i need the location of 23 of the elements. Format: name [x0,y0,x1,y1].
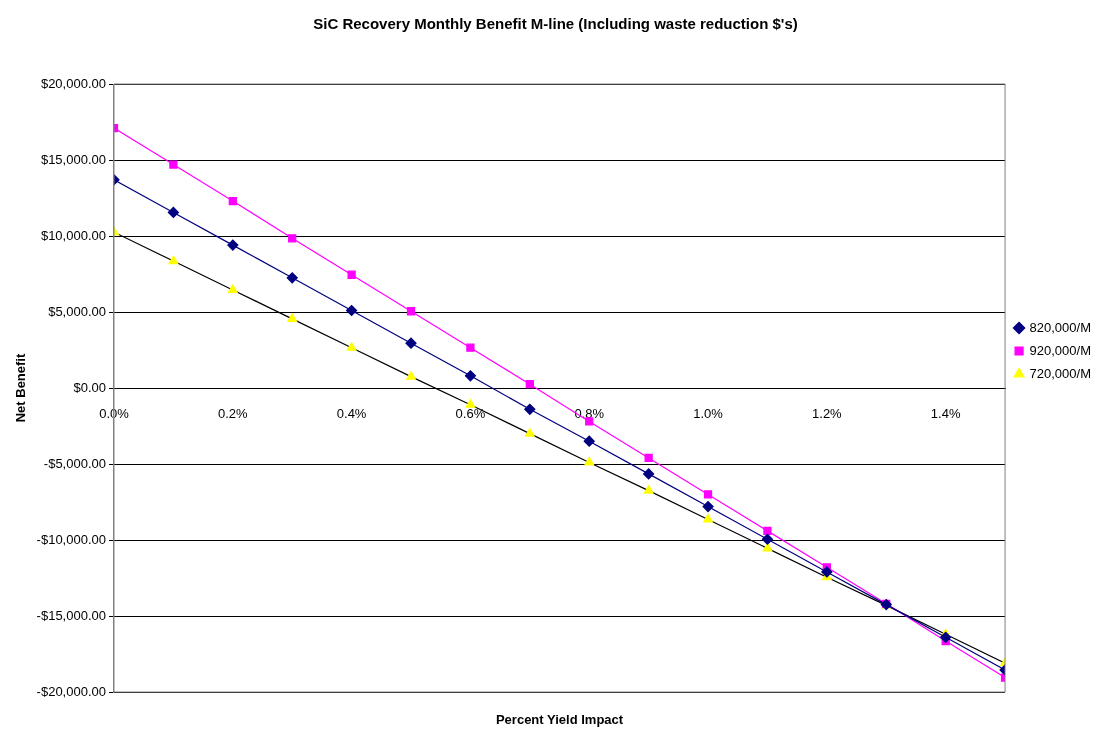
y-tick-label: -$20,000.00 [36,683,106,699]
y-tick-label: -$5,000.00 [43,455,106,471]
x-tick-label: 1.2% [812,406,843,422]
x-tick-label: 1.4% [930,406,961,422]
y-tick-label: $15,000.00 [40,151,106,167]
legend-label: 920,000/M [1029,342,1091,358]
y-tick-label: $10,000.00 [40,227,106,243]
y-tick-label: -$15,000.00 [36,607,106,623]
x-tick-label: 0.8% [574,406,605,422]
x-tick-label: 1.0% [693,406,724,422]
legend-label: 820,000/M [1029,319,1091,335]
x-tick-label: 0.2% [217,406,249,422]
x-tick-label: 0.4% [336,406,367,422]
x-axis-title: Percent Yield Impact [495,712,624,728]
y-tick-label: $20,000.00 [40,75,106,91]
x-tick-label: 0.6% [455,406,486,422]
chart-title: SiC Recovery Monthly Benefit M-line (Including waste reduction $'s) [313,15,798,33]
x-tick-label: 0.0% [99,406,130,422]
legend-label: 720,000/M [1029,365,1091,381]
y-tick-label: -$10,000.00 [36,531,106,547]
y-tick-label: $0.00 [73,379,106,395]
y-tick-label: $5,000.00 [48,303,106,319]
y-axis-title: Net Benefit [13,353,29,423]
